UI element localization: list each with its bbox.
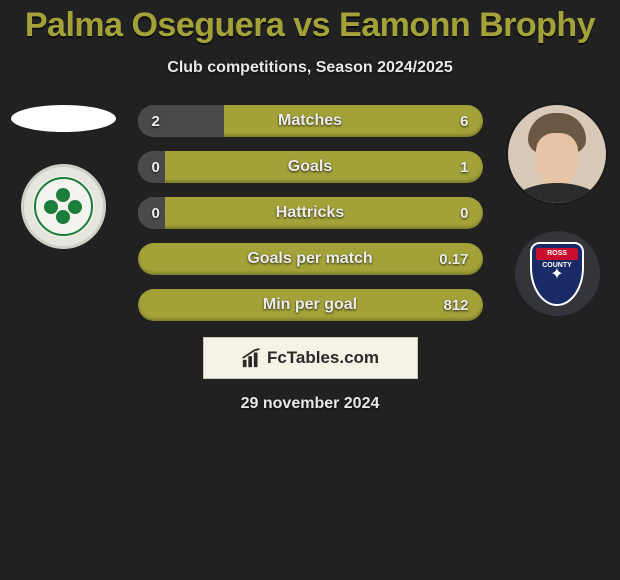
stat-label: Min per goal bbox=[263, 296, 357, 314]
stat-value-left: 0 bbox=[152, 205, 160, 222]
stat-bar: 2 Matches 6 bbox=[138, 105, 483, 137]
comparison-area: ROSS COUNTY ✦ 2 Matches 6 0 Goals 1 0 Hattricks… bbox=[0, 105, 620, 321]
stat-label: Matches bbox=[278, 112, 342, 130]
stat-label: Goals bbox=[288, 158, 332, 176]
stat-value-left: 0 bbox=[152, 159, 160, 176]
stat-bar: 0 Hattricks 0 bbox=[138, 197, 483, 229]
brand-text: FcTables.com bbox=[267, 348, 379, 368]
stat-label: Hattricks bbox=[276, 204, 344, 222]
page-title: Palma Oseguera vs Eamonn Brophy bbox=[0, 0, 620, 45]
ross-banner: ROSS COUNTY bbox=[536, 248, 578, 260]
stat-bar: 0 Goals 1 bbox=[138, 151, 483, 183]
stat-value-right: 1 bbox=[460, 159, 468, 176]
stat-label: Goals per match bbox=[247, 250, 372, 268]
brand-logo[interactable]: FcTables.com bbox=[203, 337, 418, 379]
stat-value-right: 0.17 bbox=[439, 251, 468, 268]
date-label: 29 november 2024 bbox=[0, 395, 620, 413]
left-player-column bbox=[8, 105, 118, 249]
stat-bar-left-fill bbox=[138, 105, 224, 137]
stag-icon: ✦ bbox=[546, 264, 568, 286]
right-player-column: ROSS COUNTY ✦ bbox=[502, 105, 612, 316]
stat-bar: Goals per match 0.17 bbox=[138, 243, 483, 275]
stat-bar: Min per goal 812 bbox=[138, 289, 483, 321]
club-badge-left bbox=[21, 164, 106, 249]
chart-icon bbox=[241, 347, 263, 369]
stat-bars: 2 Matches 6 0 Goals 1 0 Hattricks 0 Goals per mat… bbox=[138, 105, 483, 321]
club-badge-right: ROSS COUNTY ✦ bbox=[515, 231, 600, 316]
player-left-photo bbox=[11, 105, 116, 132]
celtic-clover-icon bbox=[48, 192, 78, 222]
stat-value-right: 812 bbox=[443, 297, 468, 314]
stat-value-right: 6 bbox=[460, 113, 468, 130]
stat-value-left: 2 bbox=[152, 113, 160, 130]
subtitle: Club competitions, Season 2024/2025 bbox=[0, 59, 620, 77]
player-right-photo bbox=[508, 105, 606, 203]
stat-value-right: 0 bbox=[460, 205, 468, 222]
